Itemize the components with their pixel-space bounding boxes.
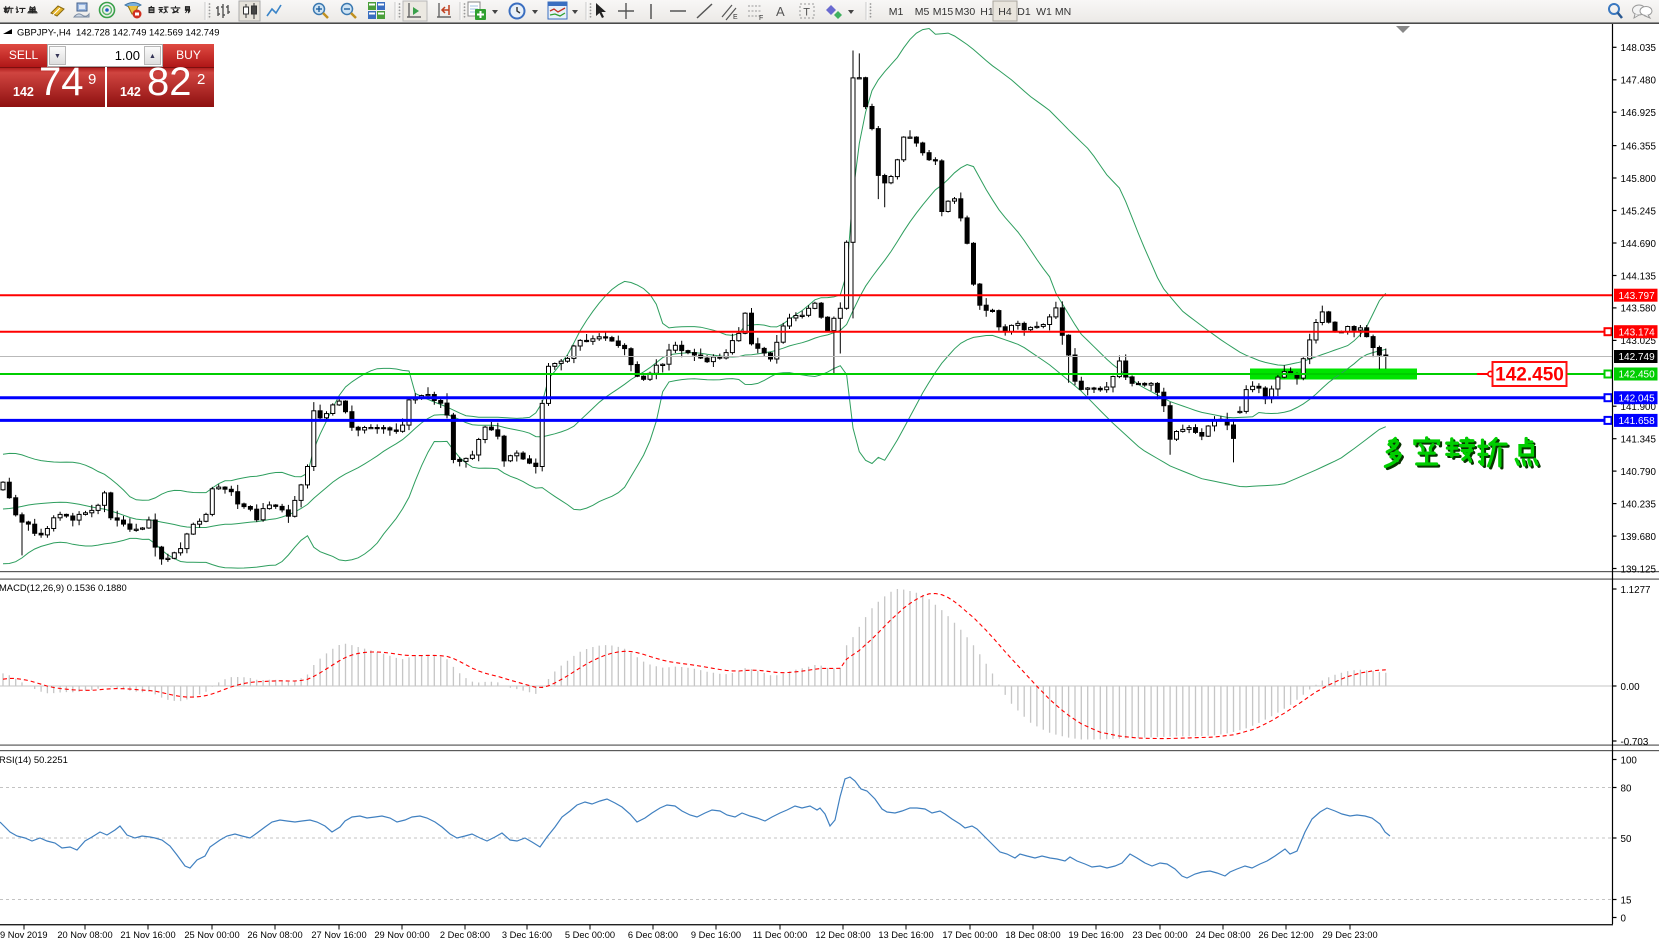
svg-text:E: E (733, 14, 738, 21)
svg-text:146.925: 146.925 (1621, 108, 1657, 119)
svg-text:W1: W1 (1036, 6, 1052, 18)
svg-text:H4: H4 (998, 6, 1012, 18)
svg-text:25 Nov 00:00: 25 Nov 00:00 (184, 930, 239, 940)
svg-text:141.900: 141.900 (1621, 402, 1657, 413)
svg-text:139.125: 139.125 (1621, 564, 1657, 575)
svg-text:100: 100 (1621, 755, 1638, 766)
svg-text:3 Dec 16:00: 3 Dec 16:00 (502, 930, 552, 940)
svg-text:21 Nov 16:00: 21 Nov 16:00 (120, 930, 175, 940)
svg-text:143.797: 143.797 (1619, 291, 1656, 302)
svg-text:M15: M15 (933, 6, 954, 18)
svg-text:2 Dec 08:00: 2 Dec 08:00 (440, 930, 490, 940)
svg-text:29 Nov 00:00: 29 Nov 00:00 (374, 930, 429, 940)
svg-text:20 Nov 08:00: 20 Nov 08:00 (57, 930, 112, 940)
svg-text:50: 50 (1621, 834, 1632, 845)
svg-text:143.580: 143.580 (1621, 304, 1657, 315)
svg-text:9 Dec 16:00: 9 Dec 16:00 (691, 930, 741, 940)
svg-text:27 Nov 16:00: 27 Nov 16:00 (311, 930, 366, 940)
svg-text:0.00: 0.00 (1621, 682, 1641, 693)
svg-text:19 Dec 16:00: 19 Dec 16:00 (1068, 930, 1123, 940)
svg-text:29 Dec 23:00: 29 Dec 23:00 (1322, 930, 1377, 940)
svg-text:MACD(12,26,9) 0.1536 0.1880: MACD(12,26,9) 0.1536 0.1880 (0, 582, 127, 593)
svg-text:M1: M1 (889, 6, 904, 18)
svg-text:GBPJPY-,H4 142.728 142.749 14: GBPJPY-,H4 142.728 142.749 142.569 142.7… (17, 27, 219, 38)
svg-text:26 Dec 12:00: 26 Dec 12:00 (1258, 930, 1313, 940)
svg-text:24 Dec 08:00: 24 Dec 08:00 (1195, 930, 1250, 940)
svg-text:1.1277: 1.1277 (1621, 585, 1651, 596)
svg-text:140.790: 140.790 (1621, 467, 1657, 478)
svg-text:144.135: 144.135 (1621, 271, 1657, 282)
svg-text:-0.703: -0.703 (1621, 737, 1649, 748)
svg-text:12 Dec 08:00: 12 Dec 08:00 (815, 930, 870, 940)
svg-text:A: A (776, 4, 785, 19)
svg-text:146.355: 146.355 (1621, 141, 1657, 152)
svg-text:5 Dec 00:00: 5 Dec 00:00 (565, 930, 615, 940)
svg-text:MN: MN (1055, 6, 1071, 18)
svg-text:148.035: 148.035 (1621, 43, 1657, 54)
svg-text:15: 15 (1621, 895, 1632, 906)
svg-text:141.658: 141.658 (1619, 416, 1656, 427)
svg-text:142.045: 142.045 (1619, 393, 1656, 404)
svg-text:6 Dec 08:00: 6 Dec 08:00 (628, 930, 678, 940)
svg-text:F: F (759, 15, 763, 22)
svg-text:142.450: 142.450 (1495, 365, 1564, 386)
svg-text:H1: H1 (980, 6, 994, 18)
svg-text:18 Dec 08:00: 18 Dec 08:00 (1005, 930, 1060, 940)
svg-text:142.749: 142.749 (1619, 352, 1656, 363)
svg-text:23 Dec 00:00: 23 Dec 00:00 (1132, 930, 1187, 940)
svg-text:RSI(14) 50.2251: RSI(14) 50.2251 (0, 754, 68, 765)
svg-text:144.690: 144.690 (1621, 239, 1657, 250)
svg-text:142.450: 142.450 (1619, 370, 1656, 381)
svg-text:140.235: 140.235 (1621, 499, 1657, 510)
svg-text:0: 0 (1621, 913, 1627, 924)
svg-text:147.480: 147.480 (1621, 76, 1657, 87)
svg-text:143.174: 143.174 (1619, 327, 1656, 338)
svg-text:141.345: 141.345 (1621, 435, 1657, 446)
svg-text:13 Dec 16:00: 13 Dec 16:00 (878, 930, 933, 940)
svg-text:11 Dec 00:00: 11 Dec 00:00 (753, 930, 808, 940)
svg-text:9 Nov 2019: 9 Nov 2019 (0, 930, 48, 940)
svg-text:145.245: 145.245 (1621, 206, 1657, 217)
svg-text:145.800: 145.800 (1621, 174, 1657, 185)
svg-text:17 Dec 00:00: 17 Dec 00:00 (942, 930, 997, 940)
svg-text:M5: M5 (915, 6, 930, 18)
svg-text:80: 80 (1621, 783, 1632, 794)
svg-text:139.680: 139.680 (1621, 532, 1657, 543)
svg-text:T: T (803, 7, 810, 19)
svg-text:26 Nov 08:00: 26 Nov 08:00 (247, 930, 302, 940)
svg-text:D1: D1 (1017, 6, 1031, 18)
svg-text:143.025: 143.025 (1621, 336, 1657, 347)
svg-text:M30: M30 (955, 6, 976, 18)
